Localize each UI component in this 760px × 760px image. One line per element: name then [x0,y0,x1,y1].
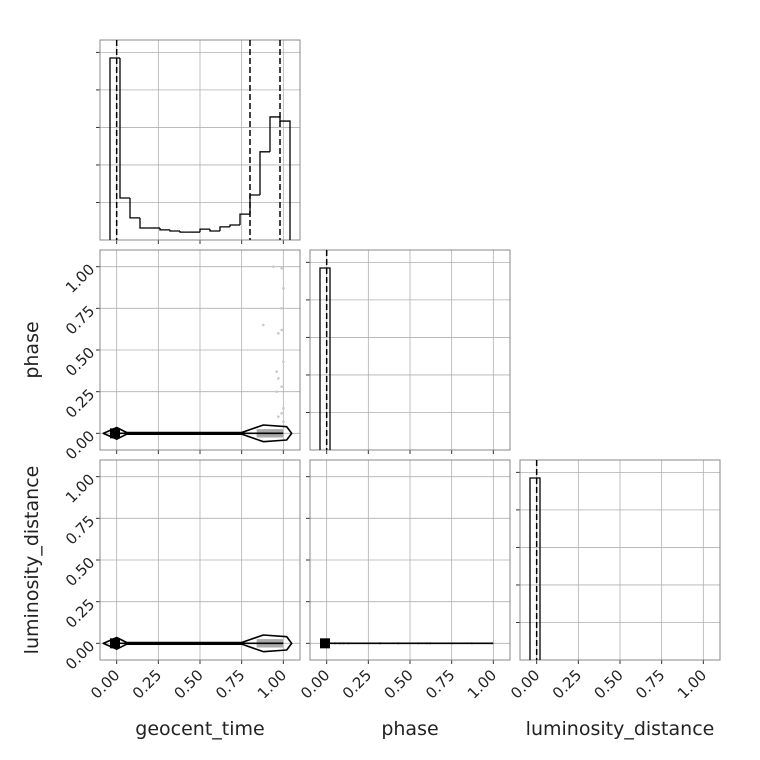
x-tick-label: 0.00 [507,666,543,702]
x-tick-label: 0.50 [380,666,416,702]
histogram-bin [159,227,170,231]
x-axis-label: geocent_time [135,718,264,740]
x-tick-label: 0.75 [422,666,458,702]
y-tick-label: 0.50 [62,554,98,590]
x-tick-label: 1.00 [254,666,290,702]
histogram-bin [129,197,140,219]
panel-frame [519,459,721,661]
x-tick-label: 0.25 [129,666,165,702]
scatter-point [262,323,265,327]
x-tick-label: 1.00 [464,666,500,702]
y-axis-label: luminosity_distance [21,466,43,655]
histogram-bin [319,267,331,450]
y-tick-label: 0.25 [62,595,98,631]
y-tick-label: 0.00 [62,637,98,673]
scatter-point [280,385,283,388]
scatter-point [280,412,283,415]
histogram-bin [259,151,270,195]
x-tick-label: 0.75 [212,666,248,702]
panel-frame [99,249,301,451]
scatter-point [277,415,280,418]
density-peak [110,638,120,649]
histogram-bin [109,57,120,240]
scatter-point [282,420,285,423]
scatter-point [277,332,280,335]
scatter-point [280,307,283,310]
histogram-bin [209,229,220,232]
histogram-bin [529,477,541,660]
scatter-point [280,267,283,270]
x-axis-label: phase [381,718,438,740]
contour [102,634,293,653]
histogram-bin [169,229,180,232]
density-peak [110,428,120,439]
x-tick-label: 0.00 [297,666,333,702]
histogram-bin [269,116,280,152]
y-tick-label: 0.50 [62,344,98,380]
x-tick-label: 0.00 [87,666,123,702]
x-tick-label: 0.50 [590,666,626,702]
panel-frame [99,459,301,661]
x-tick-label: 0.50 [170,666,206,702]
scatter-point [282,360,285,363]
density-peak [320,638,330,649]
contour [102,424,293,443]
panel-frame [309,459,511,661]
scatter-point [282,407,285,410]
histogram-bin [229,224,240,227]
scatter-point [280,328,283,332]
histogram-bin [279,116,291,240]
panel-frame [99,39,301,241]
scatter-point [275,370,278,373]
x-tick-label: 1.00 [674,666,710,702]
histogram-bin [199,228,210,233]
histogram-bin [239,213,250,225]
y-tick-label: 0.75 [62,302,98,338]
y-tick-label: 0.75 [62,512,98,548]
histogram-bin [249,194,260,215]
x-tick-label: 0.25 [339,666,375,702]
y-axis-label: phase [21,321,43,378]
x-axis-label: luminosity_distance [526,718,715,740]
x-tick-label: 0.25 [549,666,585,702]
scatter-point [282,287,285,290]
panel-frame [309,249,511,451]
histogram-bin [119,58,130,199]
histogram-bin [139,217,150,229]
y-tick-label: 1.00 [62,470,98,506]
histogram-bin [179,230,190,233]
histogram-bin [219,226,230,231]
y-tick-label: 1.00 [62,260,98,296]
x-tick-label: 0.75 [632,666,668,702]
scatter-point [272,265,275,268]
y-tick-label: 0.00 [62,427,98,463]
scatter-point [275,390,278,393]
y-tick-label: 0.25 [62,385,98,421]
scatter-point [277,377,280,380]
